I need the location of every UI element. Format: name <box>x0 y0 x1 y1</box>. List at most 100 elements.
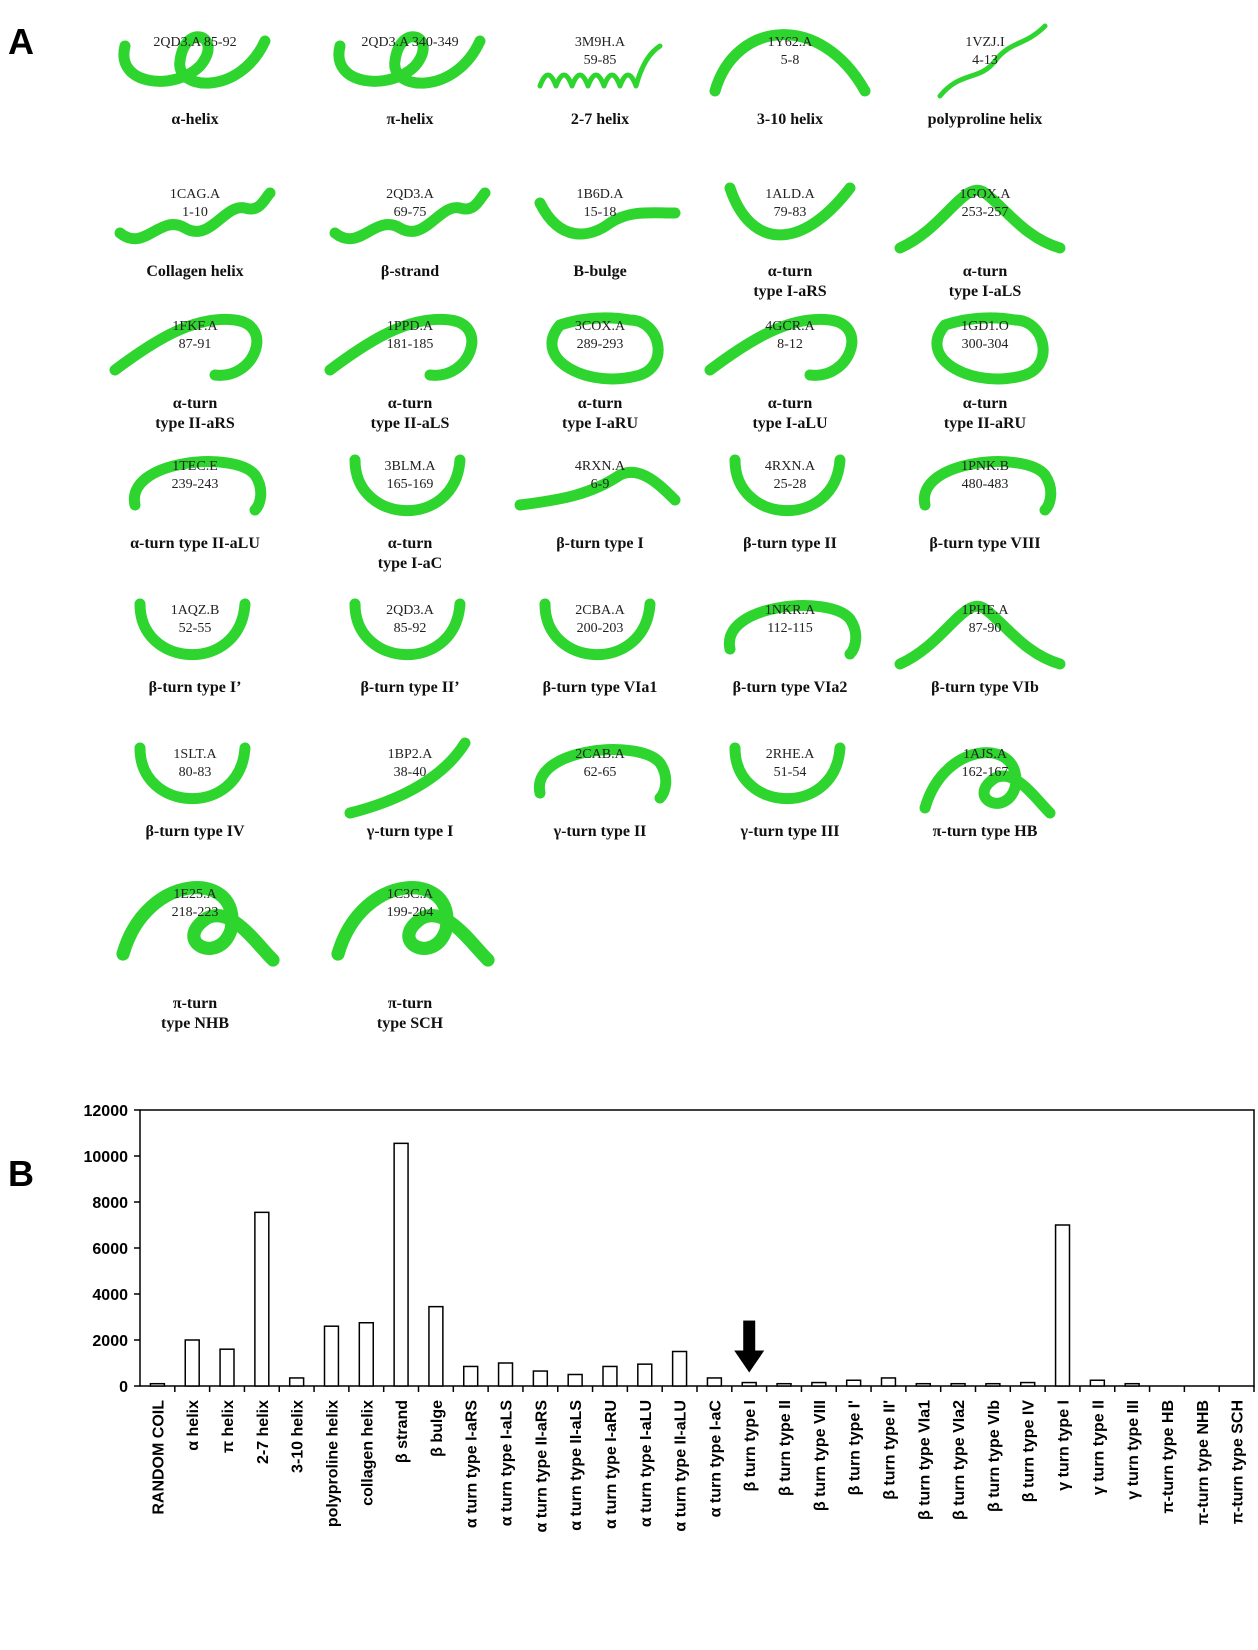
x-tick-label: π-turn type HB <box>1160 1400 1177 1514</box>
pdb-id: 3BLM.A <box>385 459 437 474</box>
x-tick-label: β turn type I <box>742 1400 759 1492</box>
structure-8: 1B6D.A 15-18 B-bulge <box>534 187 681 280</box>
pdb-id: 3COX.A <box>575 319 626 334</box>
structure-tube <box>333 31 486 89</box>
bar <box>149 1382 166 1387</box>
residue-range: 1-10 <box>182 205 208 220</box>
pdb-id: 1SLT.A <box>173 747 217 762</box>
structure-caption: β-turn type II <box>743 535 837 552</box>
structure-caption: type I-aLS <box>949 283 1022 300</box>
structure-19: 4RXN.A 25-28 β-turn type II <box>729 454 846 552</box>
structure-caption: π-turn type HB <box>933 823 1038 840</box>
pdb-id: 1AJS.A <box>963 747 1008 762</box>
residue-range: 253-257 <box>962 205 1009 220</box>
structure-tube <box>729 742 846 805</box>
structure-caption: α-turn <box>173 395 218 412</box>
structure-tube <box>937 23 1048 99</box>
structure-caption: type I-aRS <box>753 283 826 300</box>
bar <box>497 1362 514 1387</box>
structure-caption: π-helix <box>387 111 434 128</box>
panel-a: A 2QD3.A 85-92 α-helix 2QD3.A 340-349 π-hel… <box>8 21 1066 1032</box>
structure-14: 4GCR.A 8-12 α-turn type I-aLU <box>704 313 858 432</box>
x-tick-label: γ turn type I <box>1056 1400 1073 1491</box>
residue-range: 8-12 <box>777 337 803 352</box>
bar <box>811 1381 827 1387</box>
structure-caption: β-turn type IV <box>145 823 245 840</box>
panel-a-letter: A <box>8 21 34 62</box>
structure-29: 2RHE.A 51-54 γ-turn type III <box>729 742 846 840</box>
x-tick-label: β turn type VIb <box>986 1400 1003 1512</box>
structure-23: 2CBA.A 200-203 β-turn type VIa1 <box>539 598 657 696</box>
y-tick-label: 6000 <box>92 1241 128 1258</box>
structure-9: 1ALD.A 79-83 α-turn type I-aRS <box>724 182 856 300</box>
y-tick-label: 12000 <box>84 1103 129 1120</box>
pdb-id: 1C3C.A <box>387 887 434 902</box>
structure-caption: β-turn type II’ <box>360 679 459 696</box>
x-tick-label: RANDOM COIL <box>150 1400 167 1515</box>
structure-tube <box>349 598 466 661</box>
x-tick-label: α helix <box>185 1400 202 1451</box>
structure-caption: α-turn <box>768 395 813 412</box>
pdb-id: 2RHE.A <box>766 747 816 762</box>
pdb-id: 1AQZ.B <box>171 603 220 618</box>
structure-tube <box>331 881 495 967</box>
bar <box>880 1377 897 1387</box>
x-tick-label: collagen helix <box>359 1400 376 1506</box>
structure-caption: type I-aLU <box>752 415 828 432</box>
pdb-id: 1GD1.O <box>961 319 1009 334</box>
structure-caption: α-turn <box>768 263 813 280</box>
pdb-id: 2CAB.A <box>575 747 625 762</box>
pdb-id: 2QD3.A 340-349 <box>361 35 458 50</box>
structure-tube <box>709 29 871 97</box>
bar <box>845 1379 862 1387</box>
y-tick-label: 10000 <box>84 1149 129 1166</box>
structure-caption: β-turn type VIa2 <box>733 679 848 696</box>
structure-tube <box>894 184 1066 254</box>
structure-11: 1FKF.A 87-91 α-turn type II-aRS <box>109 313 263 432</box>
structure-caption: π-turn <box>173 995 217 1012</box>
y-tick-label: 8000 <box>92 1195 128 1212</box>
bar <box>184 1339 200 1387</box>
residue-range: 165-169 <box>387 477 434 492</box>
x-tick-label: polyproline helix <box>324 1400 341 1527</box>
pdb-id: 1NKR.A <box>765 603 816 618</box>
residue-range: 38-40 <box>394 765 427 780</box>
x-tick-label: α turn type II-aLU <box>673 1400 690 1532</box>
pdb-id: 1CAG.A <box>170 187 221 202</box>
pdb-id: 1FKF.A <box>172 319 218 334</box>
pdb-id: 1PHE.A <box>961 603 1009 618</box>
x-tick-label: β turn type VIa1 <box>916 1400 933 1520</box>
structure-caption: β-turn type VIII <box>929 535 1040 552</box>
bar <box>288 1377 305 1387</box>
structure-18: 4RXN.A 6-9 β-turn type I <box>514 459 681 552</box>
bar <box>1089 1379 1106 1387</box>
x-tick-label: β turn type II <box>777 1400 794 1496</box>
x-tick-label: α turn type II-aLS <box>568 1400 585 1531</box>
residue-range: 162-167 <box>962 765 1009 780</box>
residue-range: 5-8 <box>781 53 800 68</box>
structure-13: 3COX.A 289-293 α-turn type I-aRU <box>546 312 664 432</box>
structure-16: 1TEC.E 239-243 α-turn type II-aLU <box>129 456 267 552</box>
structure-caption: β-turn type I’ <box>149 679 242 696</box>
structure-1: 2QD3.A 85-92 α-helix <box>118 31 271 128</box>
pdb-id: 2CBA.A <box>575 603 625 618</box>
pdb-id: 1BP2.A <box>388 747 434 762</box>
x-tick-label: α turn type I-aRS <box>464 1400 481 1528</box>
structure-caption: 3-10 helix <box>757 111 823 128</box>
bar <box>358 1322 374 1387</box>
structure-tube <box>724 182 856 241</box>
structure-32: 1C3C.A 199-204 π-turn type SCH <box>331 881 495 1032</box>
structure-caption: α-turn type II-aLU <box>130 535 260 552</box>
pdb-id: 1B6D.A <box>576 187 624 202</box>
structure-tube <box>894 600 1066 670</box>
structure-tube <box>704 313 858 381</box>
y-tick-label: 2000 <box>92 1333 128 1350</box>
x-tick-label: π-turn type SCH <box>1230 1400 1247 1524</box>
structure-17: 3BLM.A 165-169 α-turn type I-aC <box>349 454 466 572</box>
plot-frame <box>139 1109 1255 1387</box>
bar <box>602 1365 618 1387</box>
panel-b: B 0 2000 4000 6000 8000 10000 12000 RANDOM COIL… <box>8 1103 1255 1533</box>
pdb-id: 1PNK.B <box>961 459 1009 474</box>
structure-tube <box>931 312 1049 385</box>
structure-caption: β-strand <box>381 263 439 280</box>
